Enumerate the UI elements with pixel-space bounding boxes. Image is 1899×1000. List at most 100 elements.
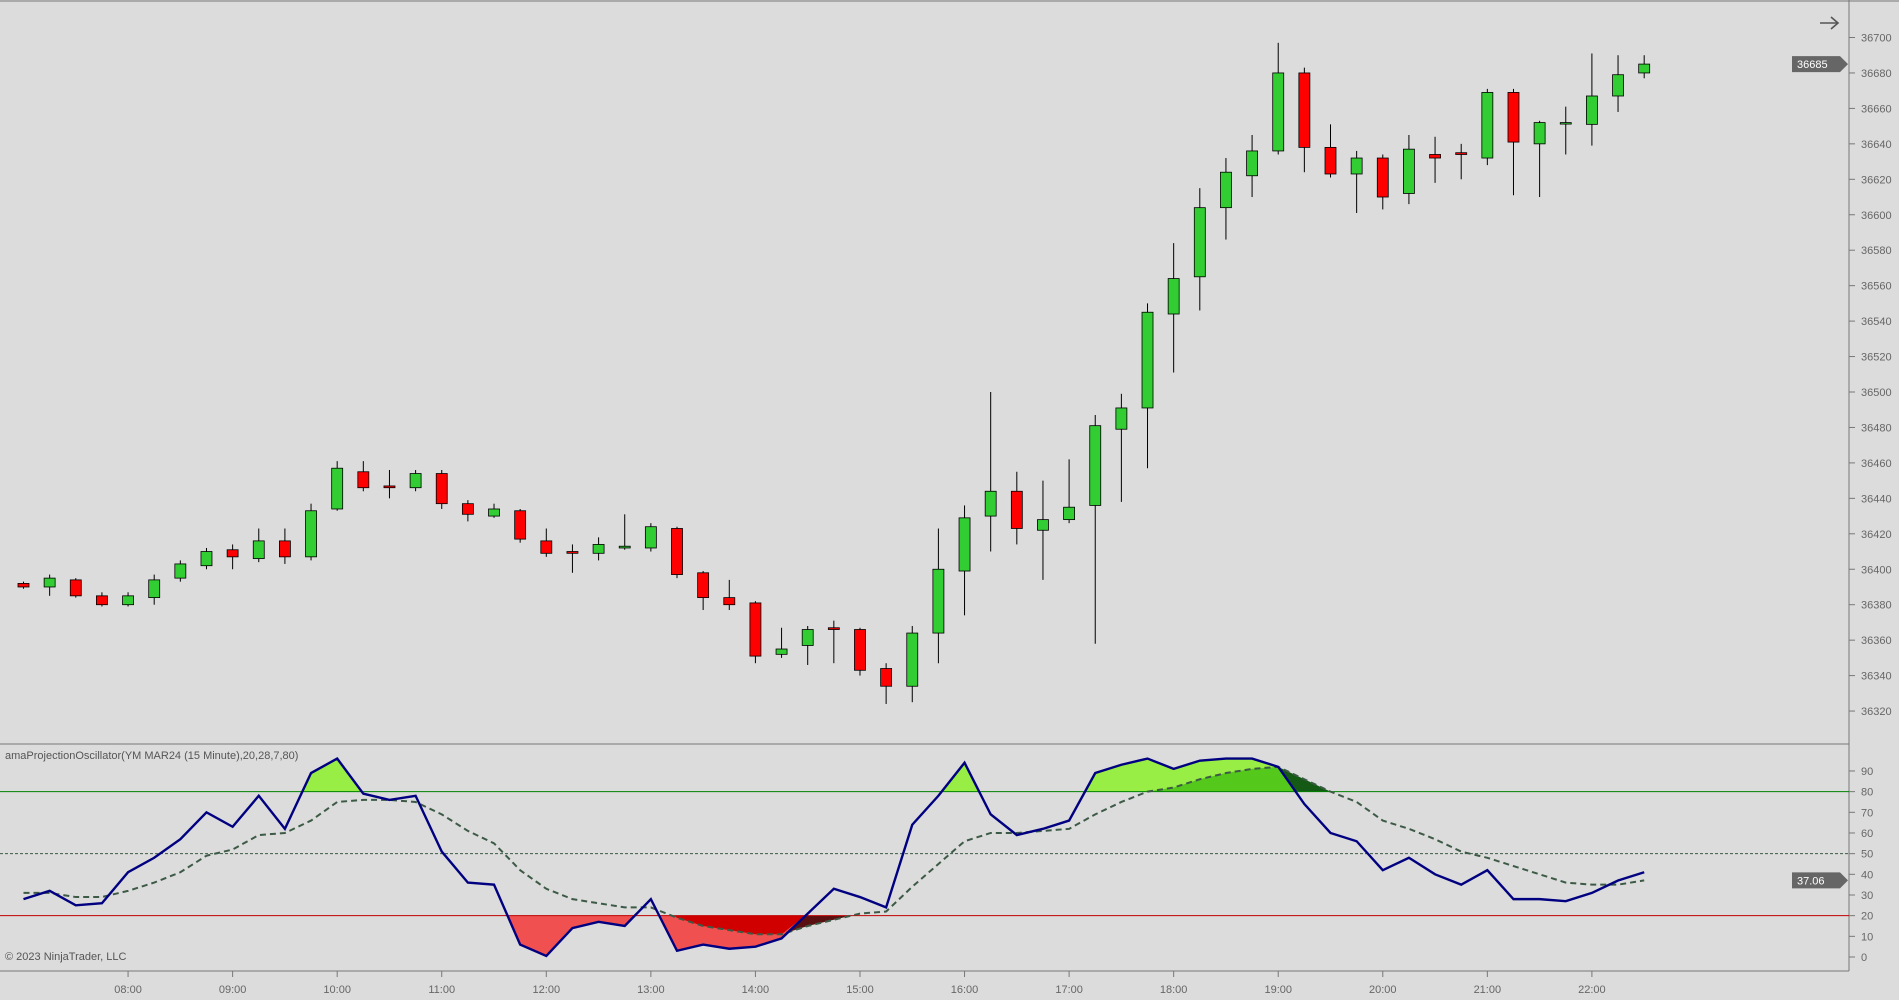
candle-down [671, 528, 683, 575]
candle-up [1350, 157, 1363, 175]
candle-down [357, 471, 370, 489]
candle-up [1167, 278, 1180, 315]
candle-down [278, 540, 291, 558]
candlestick-series [17, 42, 1651, 704]
candle-down [566, 551, 579, 554]
price-axis[interactable]: 36700 36680 36660 36640 36620 36600 36580 36560… [1849, 33, 1892, 719]
candle-up [1403, 148, 1415, 194]
price-tick-label: 36400 [1861, 564, 1892, 576]
osc-tick-label: 20 [1861, 911, 1873, 923]
last-value-label: 37.06 [1797, 875, 1825, 887]
candle-down [1324, 146, 1337, 175]
candle-up [409, 473, 422, 489]
last-value-marker [1792, 872, 1848, 889]
candle-up [1272, 72, 1285, 152]
candle-up [331, 467, 344, 510]
candle-up [801, 629, 814, 646]
candle-down [226, 549, 239, 558]
candle-down [723, 597, 736, 606]
osc-tick-label: 0 [1861, 952, 1867, 964]
candle-up [488, 508, 500, 517]
last-price-marker [1792, 56, 1848, 73]
candle-down [540, 540, 553, 554]
osc-tick-label: 90 [1861, 766, 1873, 778]
time-tick-label: 12:00 [533, 984, 561, 996]
price-tick-label: 36320 [1861, 706, 1892, 718]
candle-down [69, 579, 82, 597]
time-tick-label: 13:00 [637, 984, 665, 996]
candle-up [200, 551, 213, 567]
candle-up [1037, 519, 1049, 531]
candle-up [984, 490, 997, 517]
candle-up [43, 577, 56, 588]
candle-up [644, 526, 657, 549]
overbought-fill-both [1147, 766, 1296, 792]
time-axis[interactable]: 08:00 09:00 10:00 11:00 12:00 13:00 14:00 15:00… [114, 971, 1606, 996]
candle-up [958, 517, 971, 572]
time-tick-label: 10:00 [323, 984, 351, 996]
price-tick-label: 36440 [1861, 493, 1892, 505]
candle-down [749, 602, 762, 657]
osc-tick-label: 50 [1861, 849, 1873, 861]
price-tick-label: 36520 [1861, 352, 1892, 364]
candle-up [906, 632, 919, 687]
candle-down [435, 473, 448, 505]
candle-down [1455, 152, 1468, 155]
candle-down [1376, 157, 1389, 198]
osc-tick-label: 40 [1861, 869, 1873, 881]
value-markers: 36685 37.06 [1792, 56, 1848, 889]
candle-up [1638, 63, 1651, 74]
oscillator-line [23, 757, 1645, 958]
candle-down [96, 595, 108, 606]
price-tick-label: 36640 [1861, 139, 1892, 151]
time-tick-label: 17:00 [1055, 984, 1083, 996]
price-tick-label: 36620 [1861, 174, 1892, 186]
candle-down [17, 583, 30, 588]
arrow-right-icon[interactable] [1820, 16, 1840, 30]
candle-down [1298, 72, 1311, 148]
candle-down [827, 627, 840, 630]
price-tick-label: 36660 [1861, 103, 1892, 115]
candle-up [1481, 92, 1494, 159]
candle-up [1586, 95, 1598, 125]
candle-down [880, 668, 893, 687]
candle-down [854, 629, 866, 671]
price-tick-label: 36680 [1861, 68, 1892, 80]
time-tick-label: 08:00 [114, 984, 142, 996]
candle-up [1089, 425, 1102, 506]
time-tick-label: 20:00 [1369, 984, 1397, 996]
price-tick-label: 36360 [1861, 635, 1892, 647]
candle-up [1063, 506, 1075, 521]
price-tick-label: 36700 [1861, 33, 1892, 45]
candle-up [1193, 207, 1206, 278]
time-tick-label: 21:00 [1474, 984, 1502, 996]
time-tick-label: 09:00 [219, 984, 247, 996]
candle-down [514, 510, 527, 540]
candle-up [1533, 122, 1546, 145]
time-tick-label: 14:00 [742, 984, 770, 996]
price-tick-label: 36480 [1861, 422, 1892, 434]
oscillator-panel [0, 757, 1849, 958]
price-tick-label: 36600 [1861, 210, 1892, 222]
candle-up [305, 510, 317, 558]
candle-up [932, 568, 945, 634]
candle-up [174, 563, 187, 579]
candle-up [1559, 122, 1572, 125]
osc-tick-label: 70 [1861, 807, 1873, 819]
price-tick-label: 36380 [1861, 600, 1892, 612]
indicator-label: amaProjectionOscillator(YM MAR24 (15 Min… [5, 750, 299, 762]
copyright-text: © 2023 NinjaTrader, LLC [5, 951, 127, 963]
time-tick-label: 19:00 [1264, 984, 1292, 996]
candle-up [148, 579, 161, 599]
signal-line [23, 765, 1645, 936]
candle-up [1246, 150, 1258, 177]
candle-down [1429, 154, 1441, 159]
price-tick-label: 36560 [1861, 281, 1892, 293]
candle-up [592, 544, 605, 554]
candle-up [775, 648, 788, 655]
candle-down [697, 572, 710, 599]
time-tick-label: 15:00 [846, 984, 874, 996]
candle-down [1010, 490, 1023, 529]
candle-down [383, 485, 396, 489]
